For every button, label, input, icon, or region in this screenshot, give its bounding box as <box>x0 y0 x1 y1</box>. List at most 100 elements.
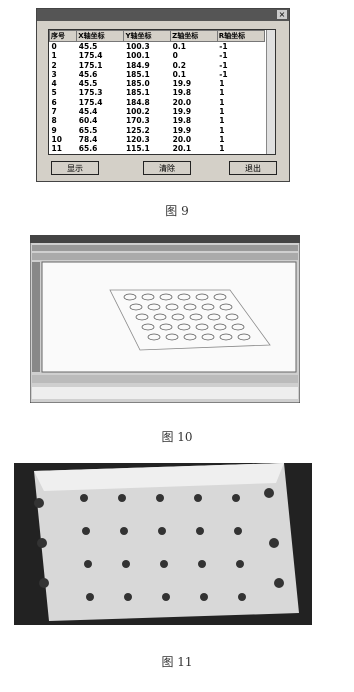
table-cell: 100.2 <box>125 107 150 117</box>
exit-button[interactable]: 退出 <box>229 161 277 175</box>
clear-button[interactable]: 清除 <box>143 161 191 175</box>
hole <box>123 293 137 301</box>
hole <box>165 303 179 311</box>
edge-hole <box>39 578 49 588</box>
hole <box>238 593 246 601</box>
table-cell: 20.1 <box>172 144 192 154</box>
table-cell: 19.8 <box>172 88 192 98</box>
table-cell: 19.9 <box>172 125 192 135</box>
table-cell: 0 <box>172 51 178 61</box>
header-cell: Y轴坐标 <box>123 30 172 42</box>
hole <box>225 313 239 321</box>
table-cell: 1 <box>219 88 225 98</box>
table-cell: 1 <box>219 144 225 154</box>
hole <box>160 560 168 568</box>
hole <box>158 527 166 535</box>
hole <box>195 293 209 301</box>
hole <box>231 323 245 331</box>
table-cell: 60.4 <box>78 116 98 126</box>
table-cell: 65.5 <box>78 125 98 135</box>
photo <box>14 463 312 625</box>
title-bar: × <box>37 9 289 21</box>
table-cell: 175.1 <box>78 60 103 70</box>
hole <box>236 560 244 568</box>
hole <box>207 313 221 321</box>
table-row: 6 175.4 184.8 20.0 1 <box>50 98 265 107</box>
hole <box>80 494 88 502</box>
hole <box>195 323 209 331</box>
table-cell: 100.3 <box>125 42 150 51</box>
hole <box>196 527 204 535</box>
hole <box>141 293 155 301</box>
table-cell: 6 <box>51 97 57 107</box>
table-cell: 4 <box>51 79 57 89</box>
table-cell: 1 <box>219 116 225 126</box>
table-cell: 2 <box>51 60 57 70</box>
table-cell: 20.0 <box>172 134 192 144</box>
table-row: 10 78.4 120.3 20.0 1 <box>50 135 265 144</box>
hole <box>200 593 208 601</box>
table-cell: 185.1 <box>125 88 150 98</box>
hole <box>183 333 197 341</box>
scrollbar[interactable] <box>266 30 275 154</box>
edge-hole <box>264 488 274 498</box>
table-cell: 45.5 <box>78 79 98 89</box>
table-cell: 0.1 <box>172 42 186 51</box>
caption: 图 10 <box>161 430 193 444</box>
hole <box>165 333 179 341</box>
hole <box>147 303 161 311</box>
hole <box>177 323 191 331</box>
hole <box>82 527 90 535</box>
table-cell: 9 <box>51 125 57 135</box>
table-cell: 78.4 <box>78 134 98 144</box>
header-cell: R轴坐标 <box>216 30 266 42</box>
table-cell: 0.1 <box>172 69 186 79</box>
hole <box>183 303 197 311</box>
hole <box>147 333 161 341</box>
table-cell: 3 <box>51 69 57 79</box>
table-row: 4 45.5 185.0 19.9 1 <box>50 79 265 88</box>
close-button[interactable]: × <box>277 10 287 19</box>
hole <box>156 494 164 502</box>
table-row: 5 175.3 185.1 19.8 1 <box>50 88 265 97</box>
table-cell: 170.3 <box>125 116 150 126</box>
table-row: 7 45.4 100.2 19.9 1 <box>50 107 265 116</box>
edge-hole <box>37 538 47 548</box>
table-row: 9 65.5 125.2 19.9 1 <box>50 126 265 135</box>
hole <box>129 303 143 311</box>
table-row: 11 65.6 115.1 20.1 1 <box>50 144 265 153</box>
table-cell: 10 <box>51 134 62 144</box>
dialog: × 序号 X轴坐标 Y轴坐标 Z轴坐标 R轴坐标 0 45.5 100.3 0.1 -1 1 175.… <box>36 8 290 182</box>
table-cell: 45.4 <box>78 107 98 117</box>
table-cell: -1 <box>219 42 228 51</box>
hole <box>135 313 149 321</box>
table-row: 2 175.1 184.9 0.2 -1 <box>50 61 265 70</box>
table-row: 8 60.4 170.3 19.8 1 <box>50 116 265 125</box>
hole <box>219 333 233 341</box>
table-cell: 45.5 <box>78 42 98 51</box>
edge-hole <box>34 498 44 508</box>
table-cell: 1 <box>219 79 225 89</box>
table-cell: 45.6 <box>78 69 98 79</box>
hole <box>213 323 227 331</box>
hole <box>141 323 155 331</box>
table-cell: 19.9 <box>172 107 192 117</box>
table-cell: 125.2 <box>125 125 150 135</box>
table-cell: 0.2 <box>172 60 186 70</box>
hole <box>201 333 215 341</box>
table-cell: 120.3 <box>125 134 150 144</box>
hole <box>84 560 92 568</box>
hole <box>213 293 227 301</box>
hole <box>118 494 126 502</box>
hole <box>124 593 132 601</box>
hole <box>237 333 251 341</box>
hole <box>219 303 233 311</box>
header-cell: 序号 <box>49 30 78 42</box>
show-button[interactable]: 显示 <box>51 161 99 175</box>
hole <box>198 560 206 568</box>
table-cell: 175.4 <box>78 51 103 61</box>
table-cell: 175.4 <box>78 97 103 107</box>
table-cell: 0 <box>51 42 57 51</box>
hole <box>159 293 173 301</box>
